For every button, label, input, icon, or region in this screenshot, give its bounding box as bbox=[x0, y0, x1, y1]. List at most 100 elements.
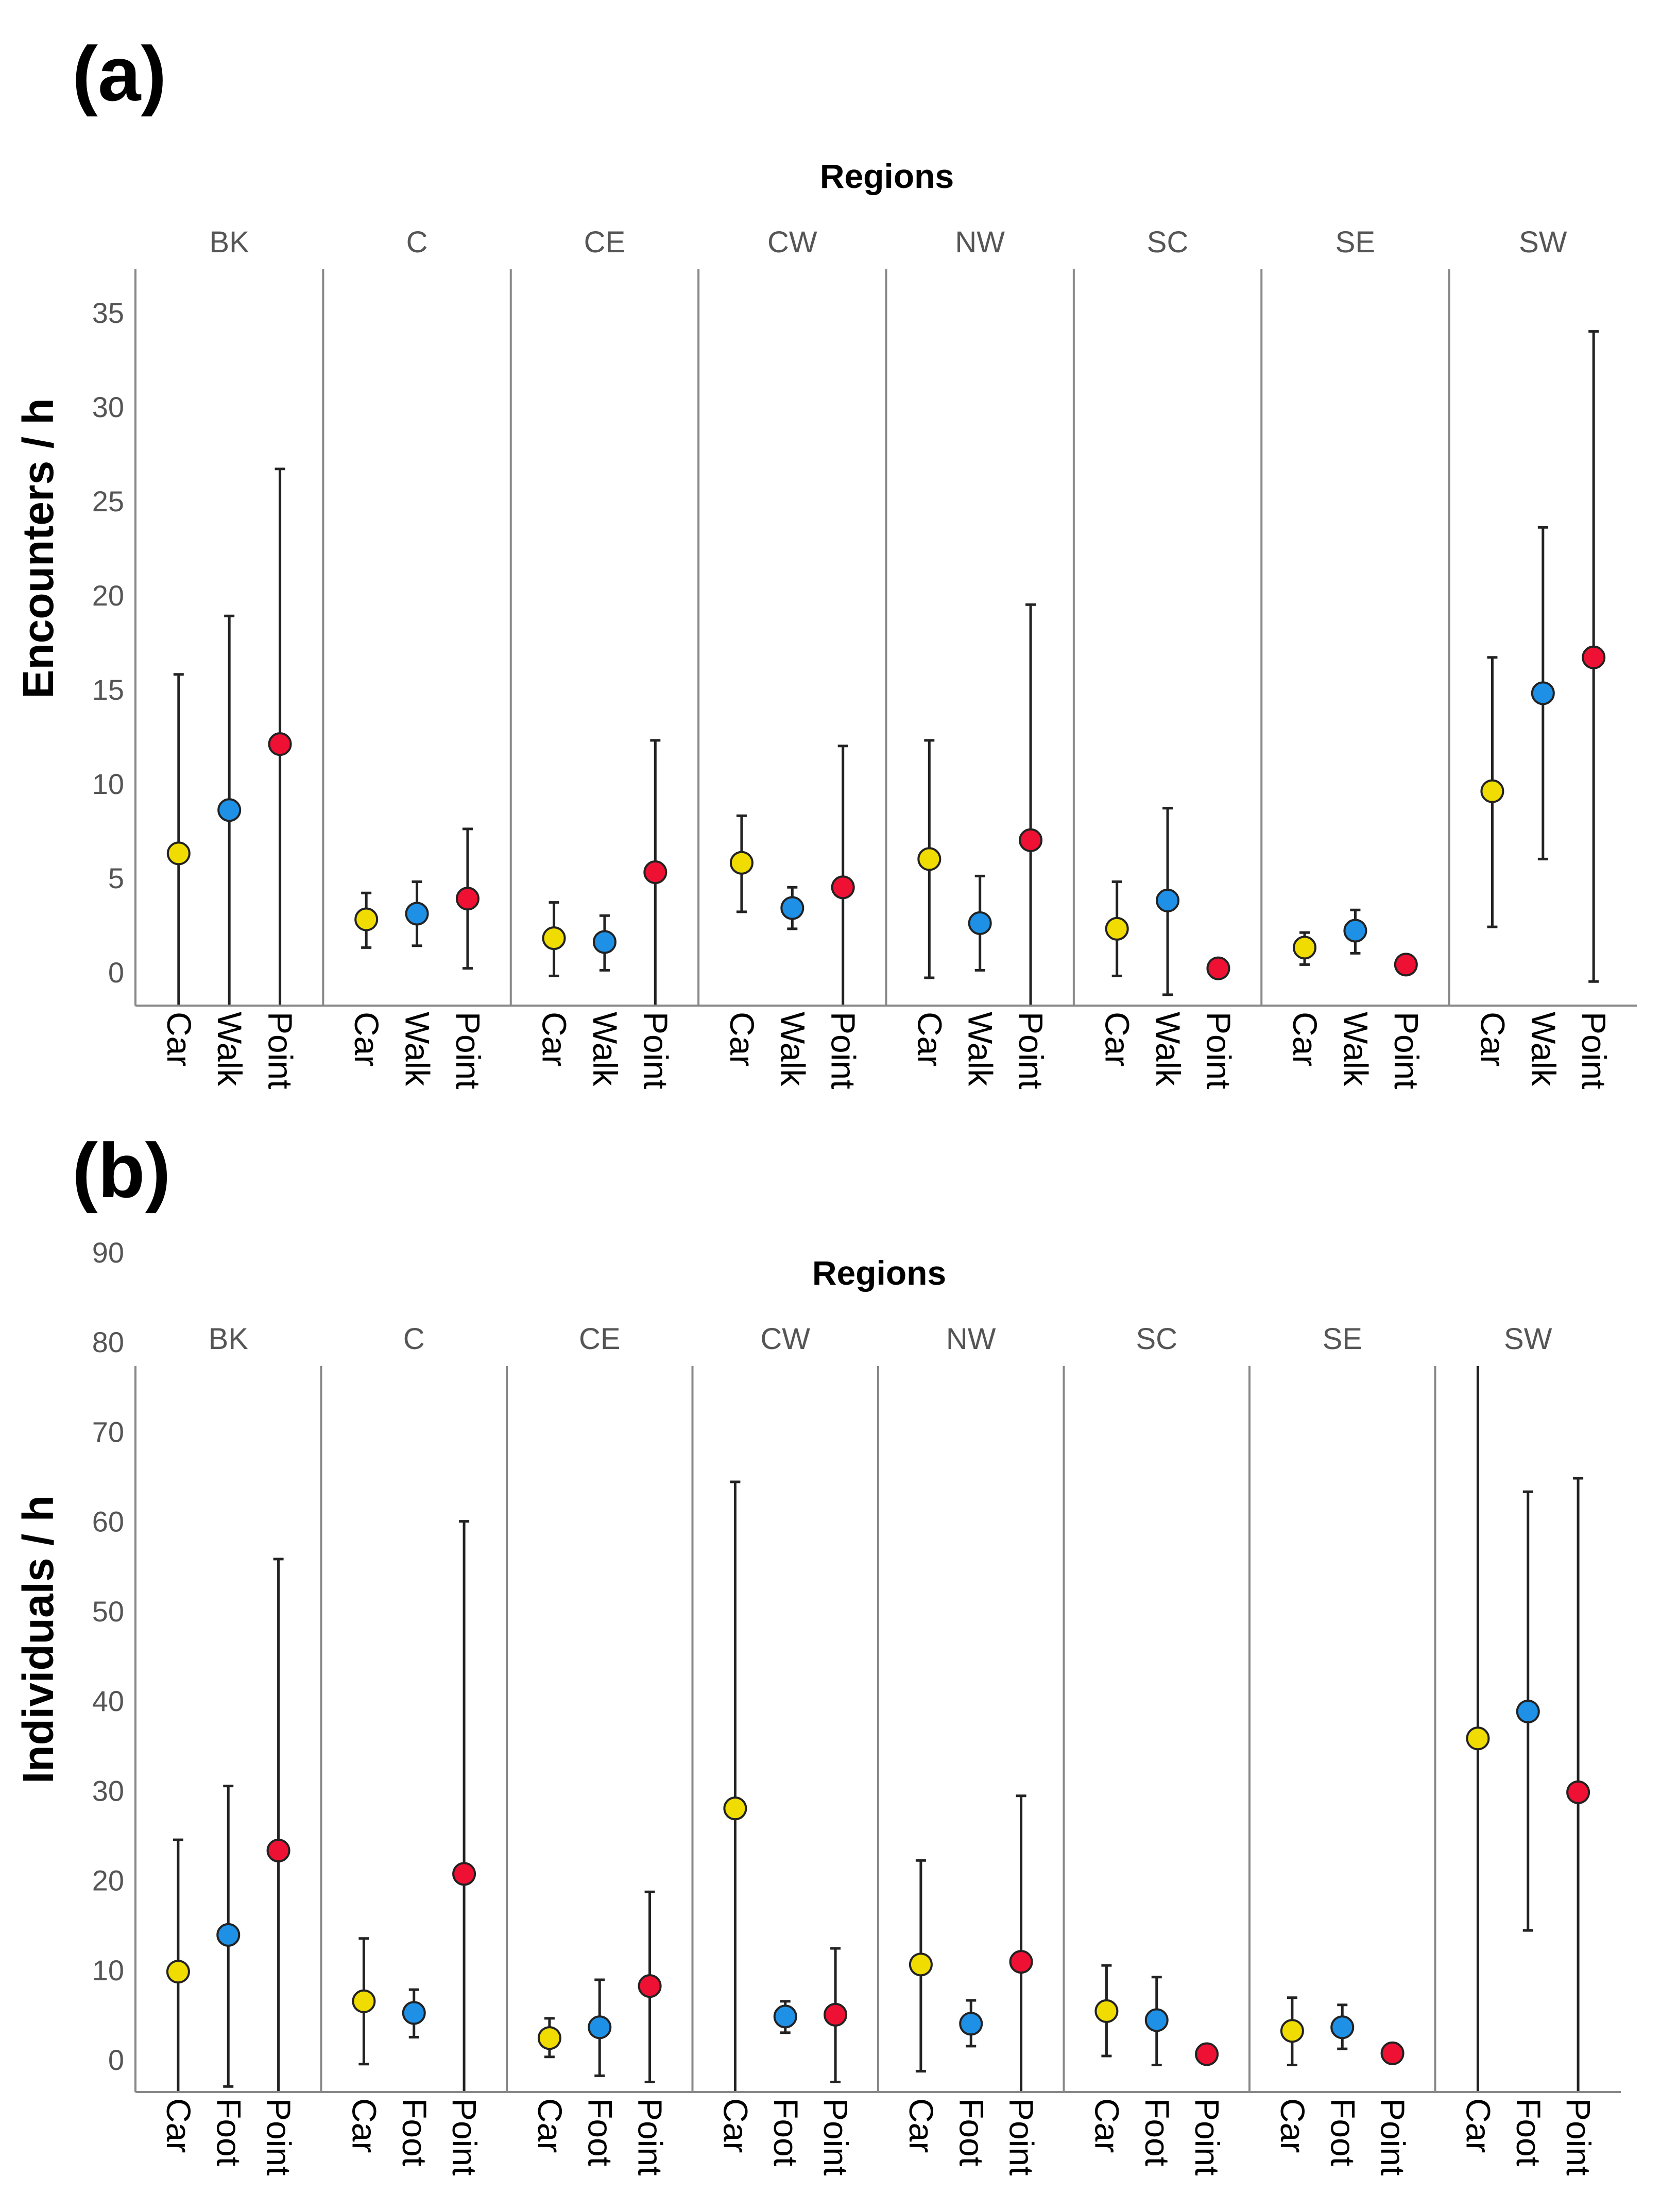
x-tick-label: Car bbox=[1286, 1012, 1324, 1066]
point-point bbox=[643, 860, 667, 885]
point-point bbox=[268, 732, 292, 756]
point-car bbox=[542, 926, 566, 951]
panel-a-ylabel: Encounters / h bbox=[14, 398, 62, 698]
panel-b-ylabel: Individuals / h bbox=[14, 1495, 62, 1784]
point-car bbox=[354, 907, 379, 931]
region-c-facet: C Car Foot Point bbox=[320, 1322, 484, 2175]
x-tick-label: Point bbox=[449, 1012, 487, 1089]
x-tick-label: Car bbox=[1099, 1012, 1137, 1066]
region-label: SW bbox=[1504, 1322, 1552, 1356]
y-tick-label: 80 bbox=[92, 1326, 124, 1358]
region-label: SW bbox=[1519, 226, 1567, 259]
point-foot bbox=[588, 2015, 612, 2040]
region-sc-facet: SC Car Walk Point bbox=[1072, 226, 1238, 1089]
point-point bbox=[824, 2002, 848, 2027]
point-point bbox=[638, 1974, 662, 1998]
x-tick-label: Car bbox=[716, 2098, 755, 2153]
region-cw-facet: CW Car Foot Point bbox=[691, 1322, 855, 2175]
y-tick-label: 35 bbox=[92, 297, 124, 329]
y-tick-label: 20 bbox=[92, 579, 124, 612]
panel-a-plot-area: 0 5 10 15 20 25 30 35 BK Car Walk Point C Car Walk Poin… bbox=[92, 226, 1637, 1089]
region-label: CE bbox=[579, 1322, 621, 1356]
panel-b-label: (b) bbox=[72, 1127, 171, 1214]
point-foot bbox=[1330, 2015, 1355, 2040]
x-tick-label: Point bbox=[825, 1012, 863, 1089]
x-tick-label: Point bbox=[446, 2098, 484, 2175]
x-tick-label: Point bbox=[262, 1012, 300, 1089]
x-tick-label: Car bbox=[1088, 2098, 1126, 2153]
point-walk bbox=[1531, 681, 1555, 705]
point-car bbox=[1280, 2019, 1304, 2043]
x-tick-label: Car bbox=[531, 2098, 569, 2153]
point-point bbox=[831, 875, 855, 900]
x-tick-label: Point bbox=[260, 2098, 298, 2175]
point-car bbox=[1094, 1999, 1119, 2023]
point-car bbox=[729, 851, 754, 875]
point-point bbox=[1582, 645, 1606, 669]
point-point bbox=[1380, 2041, 1405, 2065]
x-tick-label: Point bbox=[1003, 2098, 1041, 2175]
x-tick-label: Car bbox=[723, 1012, 761, 1066]
x-tick-label: Walk bbox=[211, 1012, 249, 1086]
x-tick-label: Car bbox=[1274, 2098, 1312, 2153]
y-tick-label: 10 bbox=[92, 1954, 124, 1986]
x-tick-label: Foot bbox=[1324, 2098, 1362, 2166]
x-tick-label: Car bbox=[902, 2098, 940, 2153]
point-foot bbox=[959, 2012, 983, 2036]
region-label: C bbox=[403, 1322, 425, 1356]
point-car bbox=[723, 1796, 747, 1821]
x-tick-label: Point bbox=[631, 2098, 670, 2175]
region-bk-facet: BK Car Walk Point bbox=[134, 226, 300, 1089]
point-point bbox=[1206, 956, 1230, 980]
y-tick-label: 15 bbox=[92, 673, 124, 706]
point-walk bbox=[405, 902, 429, 926]
point-point bbox=[1009, 1950, 1033, 1974]
y-tick-label: 0 bbox=[108, 2044, 124, 2076]
y-tick-label: 60 bbox=[92, 1506, 124, 1538]
x-tick-label: Point bbox=[1374, 2098, 1412, 2175]
point-walk bbox=[780, 896, 804, 920]
panel-b-title: Regions bbox=[812, 1254, 946, 1292]
region-sw-facet: SW Car Foot Point bbox=[1434, 1322, 1598, 2175]
x-tick-label: Foot bbox=[1138, 2098, 1176, 2166]
region-nw-facet: NW Car Foot Point bbox=[877, 1322, 1041, 2175]
point-car bbox=[1105, 917, 1129, 941]
region-label: SC bbox=[1147, 226, 1189, 259]
point-walk bbox=[217, 798, 242, 822]
region-label: SE bbox=[1335, 226, 1375, 259]
y-tick-label: 5 bbox=[108, 862, 124, 894]
y-tick-label: 50 bbox=[92, 1595, 124, 1628]
x-tick-label: Foot bbox=[1510, 2098, 1548, 2166]
point-car bbox=[166, 1960, 190, 1984]
x-tick-label: Point bbox=[1012, 1012, 1050, 1089]
x-tick-label: Point bbox=[637, 1012, 675, 1089]
panel-b: (b) Regions Individuals / h 0 10 20 30 40 50 6… bbox=[14, 1127, 1621, 2175]
point-walk bbox=[968, 911, 992, 935]
region-label: CW bbox=[767, 226, 817, 259]
point-foot bbox=[402, 2001, 426, 2025]
region-label: BK bbox=[209, 1322, 249, 1356]
point-point bbox=[1394, 953, 1418, 977]
point-car bbox=[917, 847, 941, 871]
region-ce-facet: CE Car Foot Point bbox=[506, 1322, 670, 2175]
y-tick-label: 90 bbox=[92, 1236, 124, 1269]
x-tick-label: Foot bbox=[952, 2098, 990, 2166]
panel-a-label: (a) bbox=[72, 30, 166, 117]
region-label: NW bbox=[946, 1322, 996, 1356]
region-label: SE bbox=[1323, 1322, 1362, 1356]
region-label: C bbox=[406, 226, 428, 259]
panel-b-plot-area: 0 10 20 30 40 50 60 70 80 90 BK Car Foot Point C Car Foo… bbox=[92, 1236, 1621, 2175]
region-ce-facet: CE Car Walk Point bbox=[509, 226, 675, 1089]
x-tick-label: Car bbox=[1459, 2098, 1497, 2153]
point-foot bbox=[1144, 2008, 1169, 2032]
point-point bbox=[266, 1839, 290, 1863]
point-walk bbox=[1343, 919, 1367, 943]
point-car bbox=[1293, 936, 1317, 960]
region-c-facet: C Car Walk Point bbox=[322, 226, 487, 1089]
region-bk-facet: BK Car Foot Point bbox=[134, 1322, 298, 2175]
point-car bbox=[537, 2026, 561, 2050]
point-point bbox=[455, 887, 480, 911]
region-label: NW bbox=[955, 226, 1005, 259]
region-nw-facet: NW Car Walk Point bbox=[885, 226, 1050, 1089]
